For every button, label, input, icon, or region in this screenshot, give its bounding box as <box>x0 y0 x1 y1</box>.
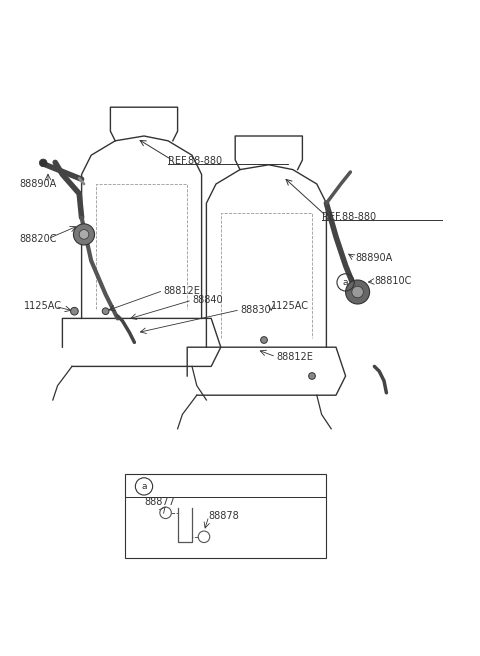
Text: REF.88-880: REF.88-880 <box>168 156 222 166</box>
Text: 1125AC: 1125AC <box>271 301 309 312</box>
Text: 88810C: 88810C <box>374 276 412 287</box>
Text: 88820C: 88820C <box>19 234 57 244</box>
Circle shape <box>39 159 47 167</box>
Text: 88812E: 88812E <box>276 352 313 362</box>
Text: 1125AC: 1125AC <box>24 301 62 312</box>
Text: a: a <box>343 278 348 287</box>
Text: 88812E: 88812E <box>163 285 200 296</box>
Circle shape <box>102 308 109 315</box>
Text: 88890A: 88890A <box>19 179 57 189</box>
Text: 88830: 88830 <box>240 305 271 315</box>
Text: 88840: 88840 <box>192 295 223 305</box>
Circle shape <box>309 373 315 379</box>
Circle shape <box>71 308 78 315</box>
Circle shape <box>346 280 370 304</box>
Text: 88877: 88877 <box>144 497 175 506</box>
Text: 88890A: 88890A <box>355 253 393 264</box>
Text: 88878: 88878 <box>209 511 240 521</box>
Circle shape <box>352 286 363 298</box>
Text: REF.88-880: REF.88-880 <box>322 212 376 222</box>
Circle shape <box>261 337 267 343</box>
Bar <box>125 474 326 558</box>
Circle shape <box>79 230 89 239</box>
Circle shape <box>73 224 95 245</box>
Text: a: a <box>141 482 147 491</box>
